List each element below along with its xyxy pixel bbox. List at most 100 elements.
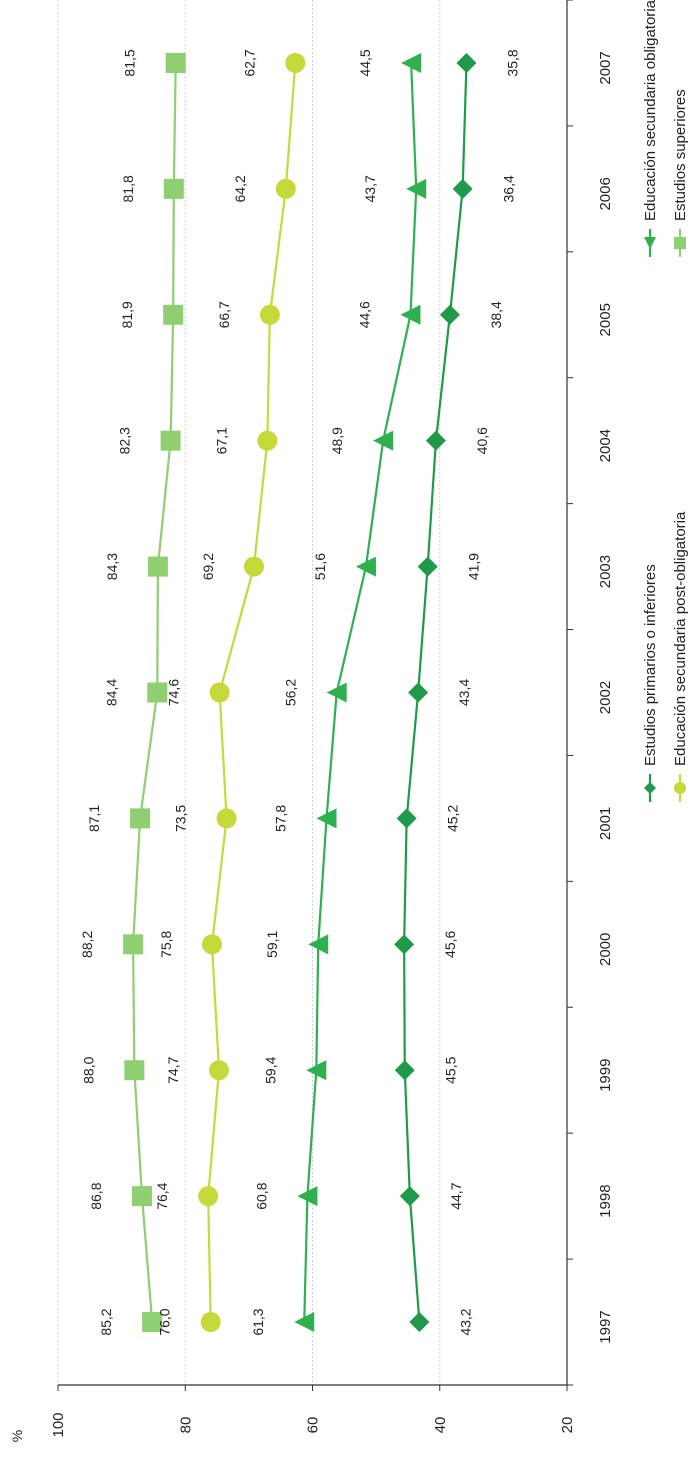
- data-point: [198, 1186, 219, 1207]
- data-point: [417, 556, 438, 577]
- data-point: [306, 1060, 327, 1081]
- data-label: 82,3: [117, 427, 133, 454]
- data-label: 66,7: [216, 301, 232, 328]
- legend-item: Educación secundaria post-obligatoria: [672, 511, 689, 802]
- data-label: 59,1: [264, 930, 280, 957]
- data-label: 61,3: [250, 1308, 266, 1335]
- category-tick-label: 1998: [597, 1184, 614, 1217]
- data-label: 84,3: [104, 553, 120, 580]
- data-label: 43,4: [456, 679, 472, 706]
- category-tick-label: 2007: [597, 51, 614, 84]
- data-label: 76,4: [154, 1182, 170, 1209]
- data-label: 60,8: [253, 1182, 269, 1209]
- legend-label: Estudios primarios o inferiores: [642, 564, 659, 766]
- data-point: [243, 556, 264, 577]
- data-point: [147, 682, 168, 703]
- data-label: 64,2: [232, 175, 248, 202]
- unit-label: %: [9, 1430, 25, 1442]
- category-tick-label: 2003: [597, 555, 614, 588]
- data-point: [285, 52, 306, 73]
- data-point: [408, 682, 429, 703]
- data-point: [399, 1186, 420, 1207]
- data-label: 62,7: [241, 49, 257, 76]
- data-point: [216, 808, 237, 829]
- category-tick-label: 1997: [597, 1310, 614, 1343]
- data-label: 67,1: [213, 427, 229, 454]
- data-point: [394, 934, 415, 955]
- data-point: [208, 1060, 229, 1081]
- data-label: 75,8: [158, 930, 174, 957]
- series-2: [198, 52, 306, 1333]
- data-point: [163, 304, 184, 325]
- value-tick-label: 40: [432, 1417, 449, 1434]
- value-tick-label: 60: [305, 1417, 322, 1434]
- data-label: 43,2: [457, 1308, 473, 1335]
- data-label: 81,9: [119, 301, 135, 328]
- category-tick-label: 2006: [597, 177, 614, 210]
- value-tick-label: 100: [50, 1412, 67, 1437]
- data-label: 74,6: [166, 679, 182, 706]
- category-tick-label: 2000: [597, 933, 614, 966]
- data-point: [308, 934, 329, 955]
- data-label: 87,1: [86, 805, 102, 832]
- legend-swatch-marker: [674, 782, 686, 794]
- legend-swatch-marker: [674, 237, 686, 249]
- data-point: [131, 1186, 152, 1207]
- series-0: [394, 52, 477, 1333]
- data-label: 44,5: [357, 49, 373, 76]
- tick-labels: 20 40 60 80 100 1997 1998 1999 2000 2001 2002 2003 2…: [50, 51, 614, 1437]
- series-1: [294, 52, 427, 1333]
- data-label: 36,4: [501, 175, 517, 202]
- data-point: [201, 934, 222, 955]
- data-label: 86,8: [88, 1182, 104, 1209]
- data-point: [396, 808, 417, 829]
- legend-label: Educación secundaria post-obligatoria: [672, 511, 689, 766]
- category-tick-label: 2005: [597, 303, 614, 336]
- data-label: 59,4: [262, 1056, 278, 1083]
- data-label: 88,2: [79, 930, 95, 957]
- category-tick-label: 2004: [597, 429, 614, 462]
- data-point: [316, 808, 337, 829]
- data-label: 57,8: [272, 805, 288, 832]
- data-point: [355, 556, 376, 577]
- series-group: [123, 52, 477, 1333]
- legend-item: Estudios superiores: [672, 89, 689, 257]
- data-label: 81,5: [122, 49, 138, 76]
- data-point: [297, 1186, 318, 1207]
- data-point: [124, 1060, 145, 1081]
- data-point: [209, 682, 230, 703]
- series-3: [123, 52, 186, 1333]
- data-point: [123, 934, 144, 955]
- data-point: [200, 1312, 221, 1333]
- axes: [57, 0, 573, 1391]
- data-point: [294, 1312, 315, 1333]
- data-point: [373, 430, 394, 451]
- data-point: [259, 304, 280, 325]
- category-tick-label: 2001: [597, 807, 614, 840]
- data-label: 35,8: [504, 49, 520, 76]
- data-label: 51,6: [312, 553, 328, 580]
- data-point: [394, 1060, 415, 1081]
- legend-item: Educación secundaria obligatoria: [642, 0, 659, 257]
- data-point: [439, 304, 460, 325]
- data-label: 45,6: [442, 930, 458, 957]
- data-label: 74,7: [165, 1056, 181, 1083]
- data-label: 81,8: [120, 175, 136, 202]
- data-label: 44,6: [356, 301, 372, 328]
- category-tick-label: 2002: [597, 681, 614, 714]
- series-line: [303, 62, 418, 1323]
- data-label: 45,5: [443, 1056, 459, 1083]
- data-point: [160, 430, 181, 451]
- data-label: 40,6: [474, 427, 490, 454]
- legend: Estudios primarios o inferiores Educación…: [642, 0, 689, 802]
- data-point: [257, 430, 278, 451]
- data-point: [275, 178, 296, 199]
- data-label: 85,2: [98, 1308, 114, 1335]
- data-label: 38,4: [488, 301, 504, 328]
- value-tick-label: 20: [559, 1417, 576, 1434]
- category-tick-label: 1999: [597, 1059, 614, 1092]
- legend-label: Educación secundaria obligatoria: [642, 0, 659, 221]
- data-label: 45,2: [445, 805, 461, 832]
- legend-label: Estudios superiores: [672, 89, 689, 221]
